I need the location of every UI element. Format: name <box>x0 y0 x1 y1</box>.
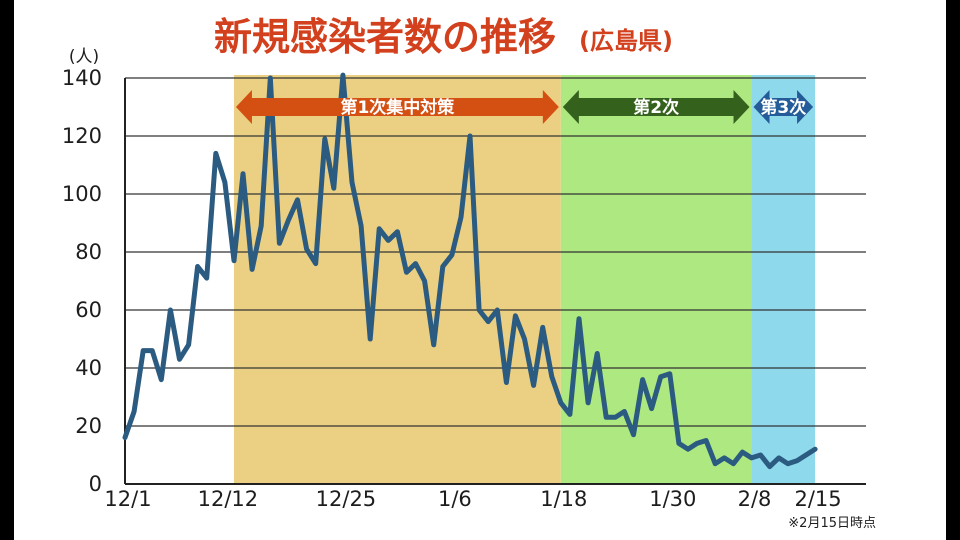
series-line-1 <box>122 72 818 470</box>
x-tick-label: 1/18 <box>540 487 587 511</box>
footnote: ※2月15日時点 <box>788 516 876 531</box>
y-tick-label: 140 <box>62 66 102 90</box>
period-band-3 <box>751 75 816 484</box>
period-label-1: 第1次集中対策 <box>340 97 455 118</box>
y-tick-label: 40 <box>75 356 102 380</box>
period-band-2 <box>560 75 752 484</box>
period-arrow-1 <box>235 90 559 124</box>
period-band-1 <box>233 75 561 484</box>
period-label-2: 第2次 <box>633 97 679 118</box>
x-tick-label: 2/8 <box>738 487 772 511</box>
y-tick-label: 0 <box>89 472 102 496</box>
y-tick-label: 80 <box>75 240 102 264</box>
y-tick-label: 20 <box>75 414 102 438</box>
x-tick-label: 12/12 <box>198 487 259 511</box>
chart-subtitle: (広島県) <box>579 27 673 55</box>
period-arrow-3 <box>753 90 814 124</box>
x-tick-label: 1/6 <box>438 487 472 511</box>
x-tick-label: 1/30 <box>649 487 696 511</box>
chart-title: 新規感染者数の推移 <box>214 15 556 59</box>
x-tick-label: 12/1 <box>104 487 151 511</box>
x-tick-label: 12/25 <box>316 487 377 511</box>
y-tick-label: 100 <box>62 182 102 206</box>
y-tick-label: 60 <box>75 298 102 322</box>
period-arrow-2 <box>562 90 750 124</box>
y-tick-label: 120 <box>62 124 102 148</box>
x-tick-label: 2/15 <box>794 487 841 511</box>
y-axis-unit: (人) <box>69 47 99 67</box>
chart-frame: 第1次集中対策 第2次 第3次 0 20 40 60 80 100 120 140 12/1 12/… <box>14 0 946 540</box>
chart-svg: 第1次集中対策 第2次 第3次 0 20 40 60 80 100 120 140 12/1 12/… <box>62 15 876 531</box>
period-label-3: 第3次 <box>760 97 806 118</box>
